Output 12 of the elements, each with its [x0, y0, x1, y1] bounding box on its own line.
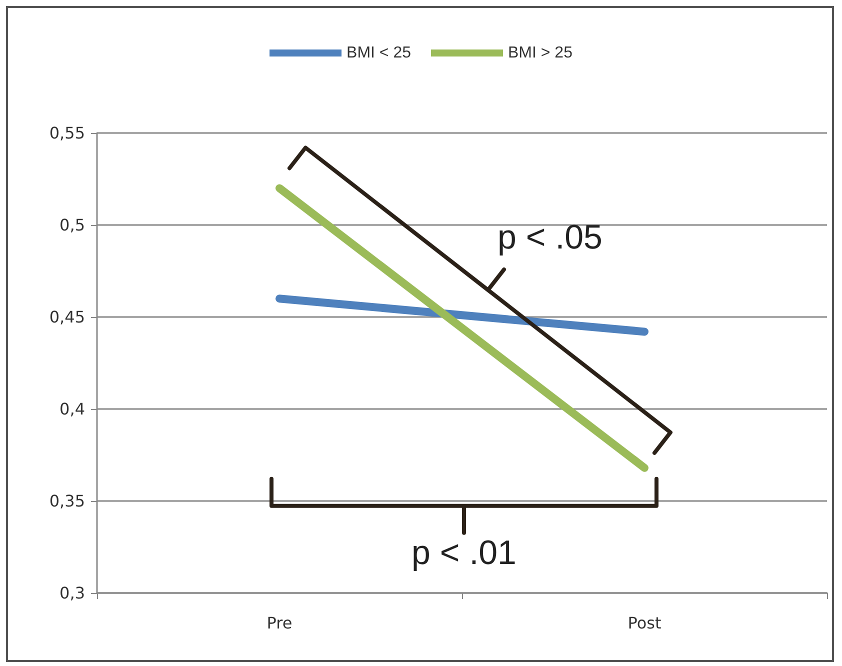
y-tick-label: 0,45	[49, 308, 85, 326]
x-tick-label: Post	[628, 614, 662, 632]
y-tick-label: 0,5	[60, 216, 85, 234]
y-tick-label: 0,4	[60, 400, 85, 418]
legend-label: BMI < 25	[346, 44, 412, 62]
legend-label: BMI > 25	[508, 44, 573, 62]
x-tick-label: Pre	[266, 614, 292, 632]
annotation: p < .05	[498, 218, 602, 257]
y-tick-label: 0,3	[60, 584, 85, 602]
annotation: p < .01	[412, 534, 516, 572]
y-tick-label: 0,55	[49, 124, 85, 142]
y-tick-label: 0,35	[49, 492, 85, 510]
